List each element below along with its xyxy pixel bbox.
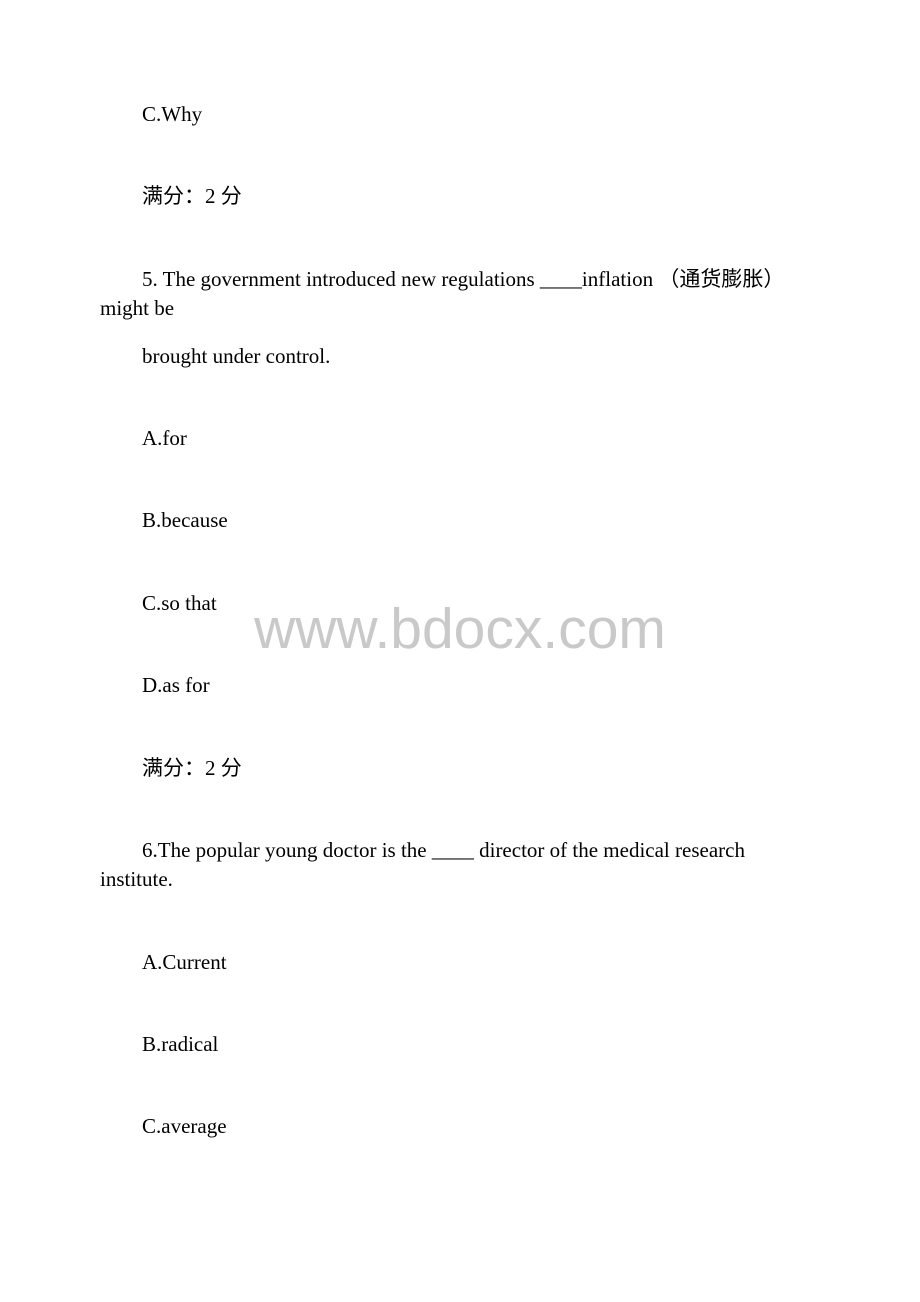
- q6-option-a: A.Current: [100, 948, 820, 977]
- q5-stem-line1: 5. The government introduced new regulat…: [100, 265, 820, 324]
- q4-option-c: C.Why: [100, 100, 820, 129]
- q5-option-c: C.so that: [100, 589, 820, 618]
- q5-option-d: D.as for: [100, 671, 820, 700]
- q6-option-b: B.radical: [100, 1030, 820, 1059]
- q5-score: 满分：2 分: [100, 754, 820, 783]
- q5-option-b: B.because: [100, 506, 820, 535]
- q6-stem: 6.The popular young doctor is the ____ d…: [100, 836, 820, 895]
- q4-score: 满分：2 分: [100, 182, 820, 211]
- q5-option-a: A.for: [100, 424, 820, 453]
- q6-option-c: C.average: [100, 1112, 820, 1141]
- document-body: C.Why 满分：2 分 5. The government introduce…: [100, 100, 820, 1142]
- q5-stem-line2: brought under control.: [100, 342, 820, 371]
